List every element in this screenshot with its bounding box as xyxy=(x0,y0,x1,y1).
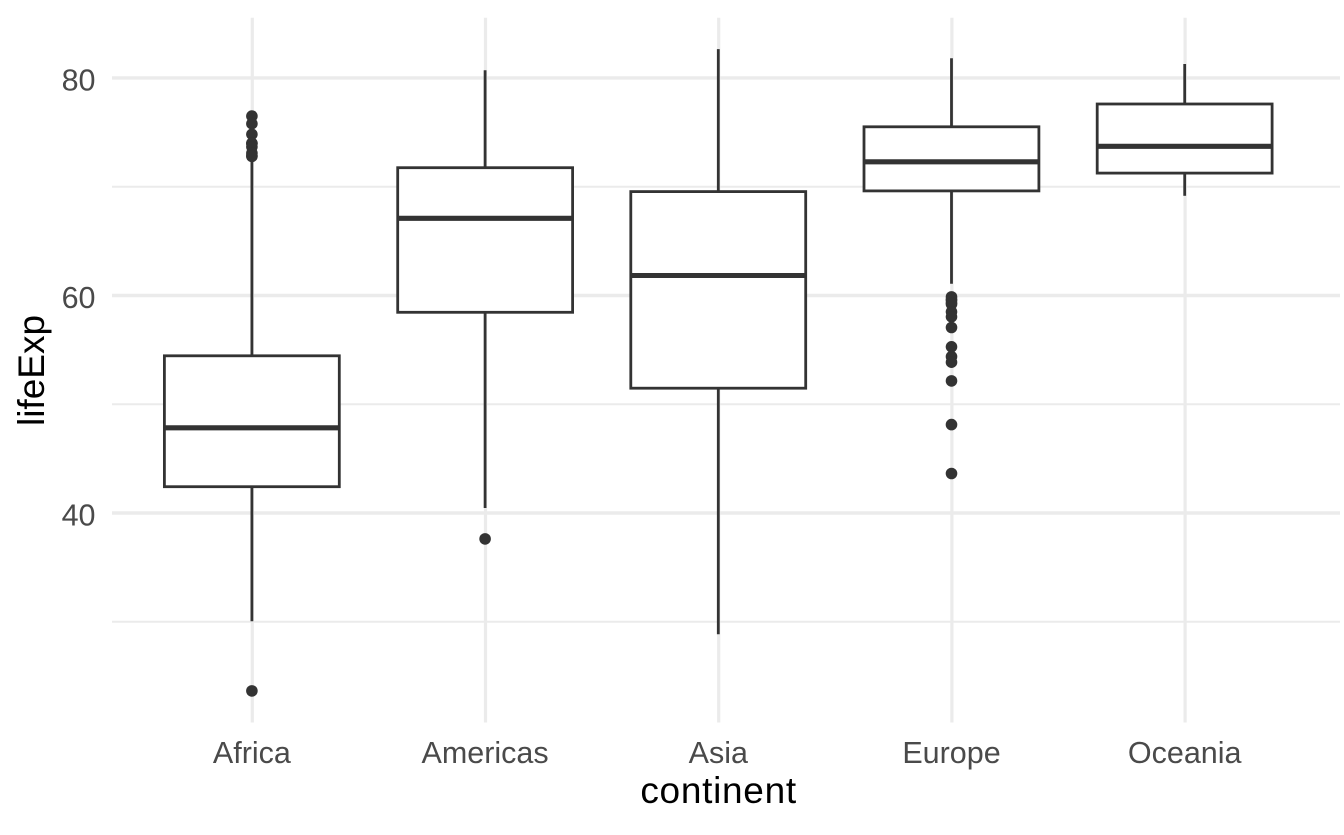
svg-text:Europe: Europe xyxy=(902,736,1000,770)
svg-text:Oceania: Oceania xyxy=(1128,736,1242,770)
svg-text:80: 80 xyxy=(62,63,96,97)
svg-text:Asia: Asia xyxy=(689,736,748,770)
svg-text:continent: continent xyxy=(640,770,796,811)
svg-text:40: 40 xyxy=(62,499,96,533)
svg-text:60: 60 xyxy=(62,281,96,315)
svg-text:Americas: Americas xyxy=(422,736,549,770)
svg-text:Africa: Africa xyxy=(213,736,291,770)
svg-text:lifeExp: lifeExp xyxy=(11,315,52,426)
